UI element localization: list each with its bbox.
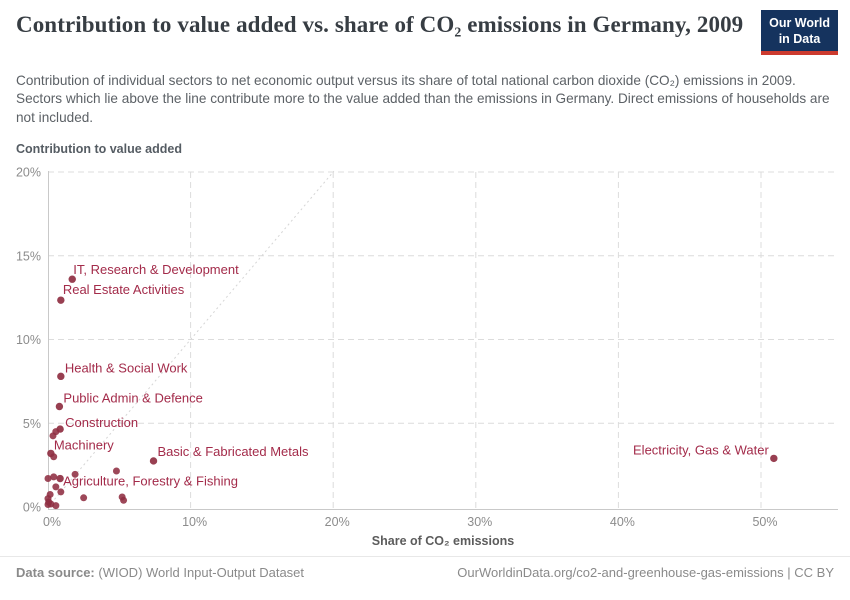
data-point[interactable] bbox=[56, 425, 64, 433]
data-point[interactable] bbox=[52, 483, 60, 491]
owid-logo[interactable]: Our World in Data bbox=[761, 10, 838, 56]
footer-credit[interactable]: OurWorldinData.org/co2-and-greenhouse-ga… bbox=[457, 565, 834, 580]
data-point[interactable] bbox=[770, 454, 778, 463]
data-point[interactable] bbox=[57, 372, 65, 381]
x-tick-label: 30% bbox=[467, 515, 492, 529]
data-source-label: Data source: bbox=[16, 565, 95, 580]
data-source: Data source: (WIOD) World Input-Output D… bbox=[16, 565, 304, 580]
owid-logo-line1: Our World bbox=[769, 16, 830, 30]
footer: Data source: (WIOD) World Input-Output D… bbox=[0, 556, 850, 580]
point-label[interactable]: Health & Social Work bbox=[65, 360, 188, 375]
y-tick-label: 20% bbox=[16, 166, 41, 180]
data-point[interactable] bbox=[56, 474, 64, 483]
y-tick-label: 0% bbox=[23, 501, 41, 515]
x-tick-label: 10% bbox=[182, 515, 207, 529]
data-point[interactable] bbox=[47, 449, 55, 458]
data-point[interactable] bbox=[80, 494, 88, 502]
data-point[interactable] bbox=[57, 296, 65, 304]
x-axis-title: Share of CO₂ emissions bbox=[371, 534, 515, 548]
data-point[interactable] bbox=[44, 500, 52, 508]
data-point[interactable] bbox=[149, 457, 158, 465]
data-point[interactable] bbox=[68, 275, 76, 283]
x-tick-label: 20% bbox=[325, 515, 350, 529]
data-point[interactable] bbox=[44, 475, 52, 483]
y-tick-label: 5% bbox=[23, 417, 41, 431]
point-label[interactable]: Construction bbox=[65, 415, 138, 430]
point-label[interactable]: Real Estate Activities bbox=[63, 282, 185, 297]
chart-subtitle: Contribution of individual sectors to ne… bbox=[16, 73, 830, 125]
x-tick-label: 40% bbox=[610, 515, 635, 529]
data-point[interactable] bbox=[57, 488, 65, 496]
point-label[interactable]: Basic & Fabricated Metals bbox=[158, 444, 310, 459]
x-tick-label: 50% bbox=[752, 515, 777, 529]
data-point[interactable] bbox=[49, 432, 57, 440]
parity-line bbox=[47, 170, 335, 508]
data-point[interactable] bbox=[71, 470, 79, 478]
point-label[interactable]: Public Admin & Defence bbox=[63, 391, 202, 406]
data-source-text: (WIOD) World Input-Output Dataset bbox=[94, 565, 305, 580]
data-point[interactable] bbox=[55, 402, 64, 411]
point-label[interactable]: IT, Research & Development bbox=[73, 262, 239, 277]
data-point[interactable] bbox=[50, 473, 58, 481]
x-tick-label: 0% bbox=[43, 515, 61, 529]
point-label[interactable]: Agriculture, Forestry & Fishing bbox=[63, 474, 238, 489]
chart-svg: 0% 5% 10% 15% 20% 0% 10% 20% 30% 40% 50% IT, Resear… bbox=[16, 166, 838, 529]
y-axis-title: Contribution to value added bbox=[16, 142, 182, 156]
owid-logo-line2: in Data bbox=[778, 31, 821, 46]
data-point[interactable] bbox=[112, 467, 120, 475]
y-tick-label: 15% bbox=[16, 249, 41, 263]
point-label[interactable]: Electricity, Gas & Water bbox=[633, 442, 769, 457]
data-point[interactable] bbox=[120, 496, 128, 504]
page-title: Contribution to value added vs. share of… bbox=[16, 12, 744, 37]
data-point[interactable] bbox=[52, 502, 60, 510]
y-tick-label: 10% bbox=[16, 333, 41, 347]
point-label[interactable]: Machinery bbox=[54, 437, 114, 452]
